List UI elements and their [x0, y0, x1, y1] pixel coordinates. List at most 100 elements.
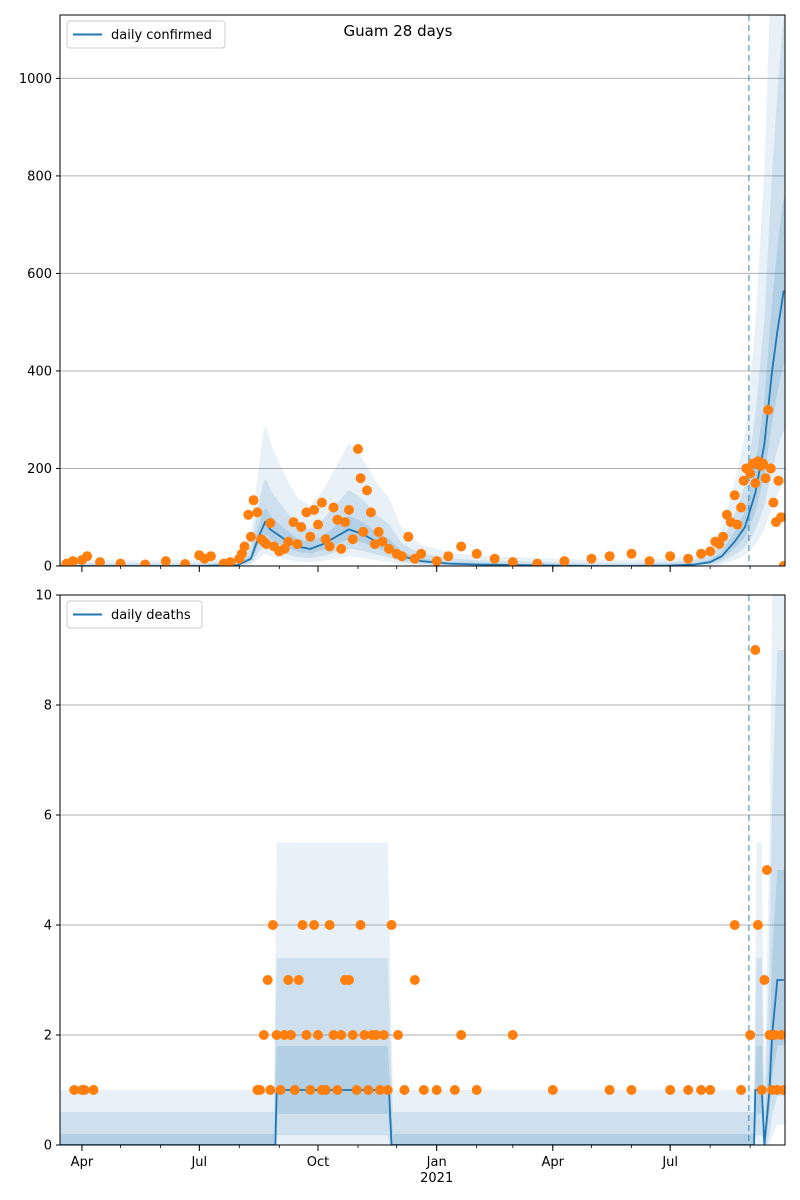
data-point [248, 495, 259, 506]
data-point [353, 444, 363, 454]
data-point [778, 1085, 785, 1095]
data-point [416, 548, 427, 559]
data-point [271, 1030, 282, 1040]
data-point [289, 1085, 300, 1095]
data-point [374, 1085, 385, 1095]
data-point [369, 539, 380, 550]
legend-label: daily confirmed [111, 28, 212, 43]
data-point [69, 1085, 80, 1095]
legend-box [66, 600, 203, 629]
data-point [265, 1085, 276, 1095]
y-tick-label: 0 [44, 1139, 52, 1154]
data-point [328, 502, 339, 513]
data-point [765, 463, 776, 474]
data-point [340, 517, 351, 528]
x-tick-label: Apr [71, 1155, 94, 1170]
data-point [320, 1085, 331, 1095]
data-point [759, 975, 770, 985]
data-point [382, 1085, 393, 1095]
data-point [750, 645, 761, 655]
y-tick-label: 2 [44, 1029, 52, 1044]
data-point [752, 920, 763, 930]
data-point [324, 541, 335, 552]
data-point [336, 543, 347, 554]
data-point [384, 543, 394, 554]
x-tick-label: Jan [426, 1155, 447, 1170]
data-point [275, 1085, 286, 1095]
data-point [258, 1030, 269, 1040]
deaths-x-ticks [81, 1145, 751, 1151]
data-point [507, 1030, 518, 1040]
data-point [344, 975, 354, 985]
y-tick-label: 1000 [19, 72, 52, 87]
data-point [696, 548, 707, 559]
data-point [443, 551, 454, 562]
deaths-plot-area [60, 595, 785, 1145]
data-point [396, 551, 407, 562]
data-point [729, 490, 740, 501]
data-point [586, 553, 597, 564]
data-point [683, 1085, 694, 1095]
data-point [225, 557, 236, 566]
data-point [362, 485, 372, 496]
data-point [371, 1030, 382, 1040]
x-tick-label: Oct [307, 1155, 329, 1170]
data-point [95, 557, 105, 566]
data-point [386, 920, 397, 930]
data-point [262, 975, 273, 985]
data-point [456, 541, 467, 552]
data-point [292, 539, 303, 550]
data-point [283, 975, 294, 985]
data-point [729, 920, 740, 930]
data-point [738, 475, 749, 486]
data-point [431, 556, 442, 566]
data-point [344, 504, 354, 515]
data-point [309, 504, 320, 515]
data-point [160, 556, 171, 566]
data-point [305, 1085, 316, 1095]
data-point [82, 551, 93, 562]
data-point [205, 551, 216, 562]
data-point [79, 1085, 90, 1095]
legend-box [66, 20, 226, 49]
confirmed-line [60, 290, 785, 566]
data-point [758, 458, 769, 469]
deaths-legend: daily deaths [66, 600, 203, 629]
data-point [285, 1030, 296, 1040]
confirmed-frame [59, 14, 786, 567]
deaths-frame [59, 594, 786, 1146]
y-tick-label: 8 [44, 699, 52, 714]
data-point [351, 1085, 362, 1095]
data-point [324, 920, 335, 930]
data-point [140, 559, 151, 566]
data-point [604, 1085, 615, 1095]
data-point [471, 548, 482, 559]
data-point [776, 1030, 785, 1040]
data-point [309, 920, 320, 930]
data-point [773, 475, 784, 486]
data-point [705, 1085, 716, 1095]
data-point [547, 1085, 558, 1095]
data-point [776, 512, 785, 523]
data-point [683, 553, 694, 564]
data-point [301, 507, 312, 518]
data-point [696, 1085, 707, 1095]
data-point [296, 522, 307, 532]
data-point [239, 541, 250, 552]
data-point [431, 1085, 442, 1095]
data-point [756, 1085, 767, 1095]
data-point [626, 548, 637, 559]
y-tick-label: 600 [27, 267, 52, 282]
data-point [288, 517, 299, 528]
y-tick-label: 6 [44, 809, 52, 824]
data-point [359, 1030, 370, 1040]
data-point [378, 1030, 389, 1040]
y-tick-label: 200 [27, 462, 52, 477]
data-point [736, 502, 747, 513]
data-point [115, 558, 126, 566]
data-point [305, 531, 316, 542]
data-point [373, 526, 384, 537]
data-point [778, 561, 785, 566]
legend-label: daily deaths [111, 608, 191, 623]
